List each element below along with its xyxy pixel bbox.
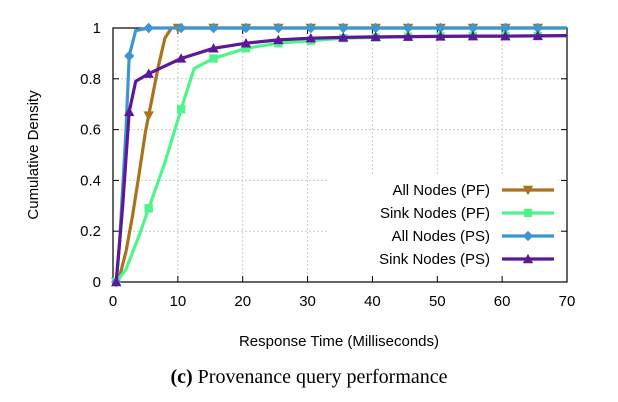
data-point: [143, 68, 154, 78]
data-point: [338, 22, 349, 34]
legend-marker: [523, 208, 533, 218]
x-tick-label: 40: [364, 293, 381, 310]
y-tick-label: 0: [93, 274, 101, 291]
data-point: [241, 44, 251, 53]
legend-label: All Nodes (PS): [392, 228, 490, 245]
data-point: [402, 31, 414, 41]
series-all-nodes-ps: [111, 22, 567, 288]
series-line: [114, 26, 567, 283]
data-point: [124, 106, 135, 117]
data-point: [124, 50, 135, 62]
data-point: [500, 22, 511, 34]
data-point: [144, 204, 153, 213]
x-tick-label: 60: [494, 293, 511, 310]
data-point: [208, 22, 219, 34]
data-point: [435, 22, 446, 34]
series-lines: [111, 22, 568, 288]
data-point: [209, 54, 218, 63]
y-tick-label: 1: [93, 20, 101, 37]
y-axis-label: Cumulative Density: [25, 90, 42, 220]
legend: All Nodes (PF) Sink Nodes (PF) All Nodes (…: [328, 175, 558, 275]
figure-caption: (c) Provenance query performance: [0, 366, 618, 389]
legend-label: Sink Nodes (PF): [380, 205, 490, 222]
legend-marker: [522, 185, 534, 196]
data-point: [273, 34, 284, 45]
legend-marker: [522, 230, 534, 242]
data-point: [273, 22, 284, 34]
x-tick-label: 20: [234, 293, 251, 310]
data-point: [338, 32, 349, 42]
data-point: [532, 30, 544, 41]
data-point: [435, 31, 446, 41]
x-tick-label: 50: [429, 293, 446, 310]
legend-label: All Nodes (PF): [392, 182, 490, 199]
data-point: [370, 31, 381, 42]
data-point: [143, 22, 154, 34]
data-point: [370, 22, 381, 34]
x-tick-label: 10: [170, 293, 187, 310]
x-axis-label: Response Time (Milliseconds): [239, 333, 439, 350]
y-tick-label: 0.6: [80, 122, 101, 139]
data-point: [240, 22, 252, 34]
data-point: [402, 22, 414, 34]
x-tick-label: 70: [559, 293, 576, 310]
y-tick-label: 0.4: [80, 172, 101, 189]
data-point: [500, 30, 511, 41]
caption-text: Provenance query performance: [197, 366, 448, 388]
legend-marker: [522, 253, 534, 264]
data-point: [143, 111, 154, 121]
legend-label: Sink Nodes (PS): [379, 251, 490, 268]
data-point: [111, 276, 122, 287]
series-sink-nodes-ps: [111, 30, 568, 287]
data-point: [467, 22, 479, 34]
data-point: [532, 22, 544, 34]
y-tick-label: 0.8: [80, 71, 101, 88]
data-point: [175, 22, 187, 34]
data-point: [240, 38, 252, 48]
data-point: [305, 32, 317, 43]
x-tick-label: 0: [109, 293, 117, 310]
axes: 0 10 20 30 40 50 60 70 0 0.2 0.4 0.6 0.8 1: [80, 20, 575, 310]
x-tick-label: 30: [299, 293, 316, 310]
y-tick-label: 0.2: [80, 223, 101, 240]
caption-tag: (c): [170, 366, 193, 388]
data-point: [467, 30, 479, 41]
data-point: [176, 105, 186, 114]
data-point: [305, 22, 317, 34]
data-point: [175, 53, 187, 63]
data-point: [208, 43, 219, 53]
